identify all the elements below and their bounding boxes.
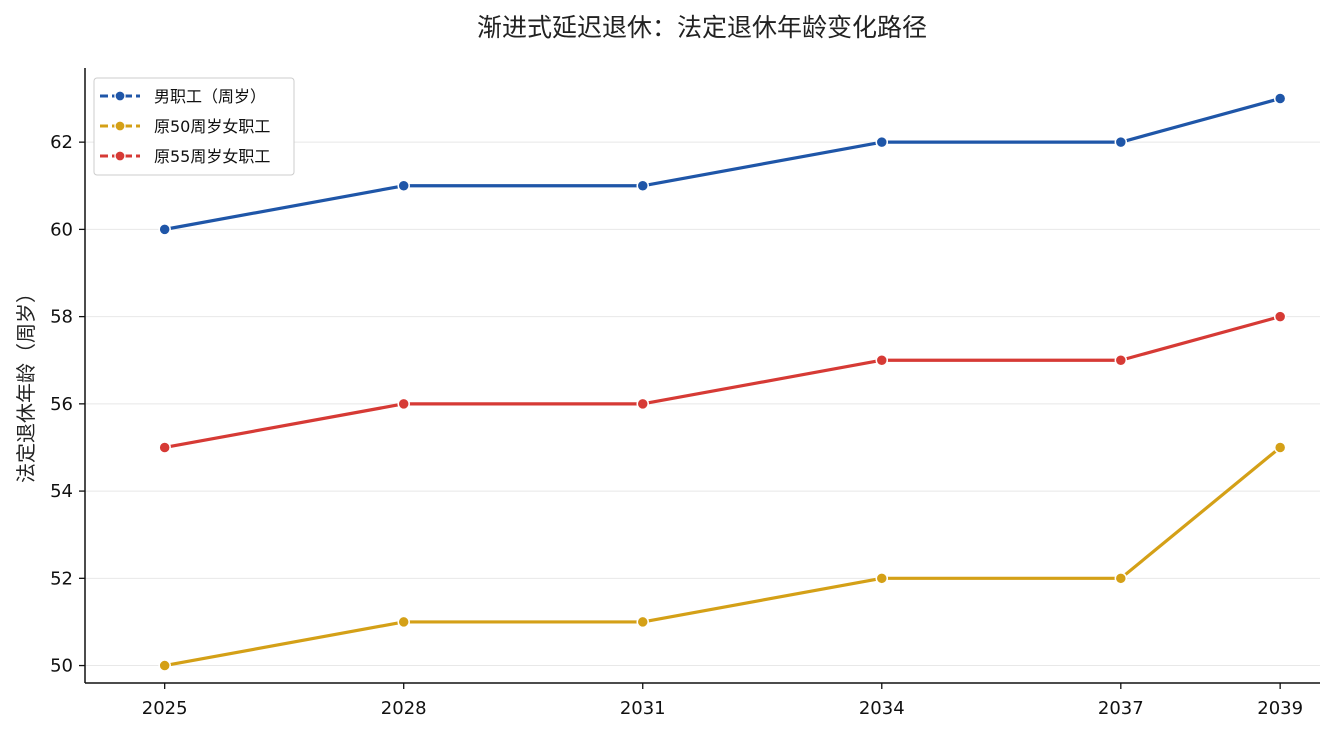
data-point [636, 615, 649, 629]
ticks-layer: 50 52 54 56 58 60 62 2025 2028 2031 2034 2037 2039 [50, 132, 1303, 719]
series-group [158, 92, 1287, 236]
y-tick-label: 56 [50, 394, 73, 415]
series-line [163, 96, 1282, 231]
legend-frame [93, 77, 295, 176]
legend-item: 男职工（周岁） [100, 87, 266, 106]
x-tick-label: 2025 [142, 698, 188, 719]
series-line [163, 315, 1282, 450]
data-point [158, 223, 171, 236]
data-point [158, 659, 171, 672]
y-tick-label: 54 [50, 481, 73, 502]
series-layer [158, 92, 1287, 672]
data-point [875, 353, 889, 367]
data-point [875, 135, 889, 149]
y-tick-label: 60 [50, 219, 73, 240]
legend-label: 男职工（周岁） [154, 87, 266, 106]
y-tick-label: 50 [50, 656, 73, 677]
data-point [1273, 310, 1287, 323]
data-point [1273, 441, 1287, 454]
legend-swatch-marker [114, 90, 126, 102]
data-point [636, 397, 649, 411]
legend-swatch-marker [114, 150, 126, 162]
axes-layer [84, 68, 1320, 684]
x-tick-label: 2034 [859, 698, 905, 719]
data-point [1114, 353, 1128, 367]
x-tick-label: 2031 [620, 698, 666, 719]
legend-item: 原50周岁女职工 [100, 117, 270, 136]
data-point [636, 179, 649, 193]
series-group [158, 310, 1287, 454]
data-point [397, 397, 410, 411]
series-group [158, 441, 1287, 672]
data-point [1114, 135, 1128, 149]
data-point [158, 441, 171, 454]
data-point [397, 615, 410, 629]
data-point [875, 572, 889, 585]
legend-swatch-marker [114, 120, 126, 132]
y-tick-label: 62 [50, 132, 73, 153]
y-axis-label: 法定退休年龄（周岁） [14, 283, 38, 483]
legend-label: 原50周岁女职工 [154, 117, 270, 136]
x-tick-label: 2037 [1098, 698, 1144, 719]
legend-item: 原55周岁女职工 [100, 147, 270, 166]
data-point [397, 179, 410, 193]
chart-title: 渐进式延迟退休：法定退休年龄变化路径 [477, 13, 927, 42]
y-tick-label: 52 [50, 568, 73, 589]
data-point [1114, 572, 1128, 585]
x-tick-label: 2039 [1257, 698, 1303, 719]
legend-label: 原55周岁女职工 [154, 147, 270, 166]
x-tick-label: 2028 [381, 698, 427, 719]
y-tick-label: 58 [50, 307, 73, 328]
series-line [163, 445, 1282, 668]
grid-layer [85, 141, 1320, 667]
data-point [1273, 92, 1287, 105]
